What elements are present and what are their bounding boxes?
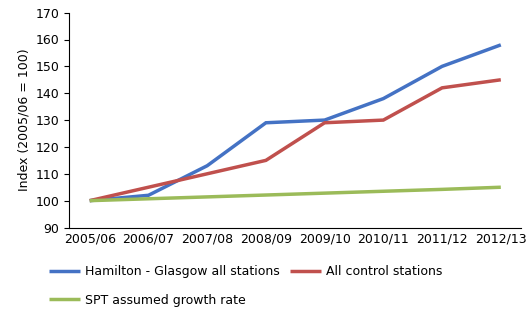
Hamilton - Glasgow all stations [439,64,445,68]
Hamilton - Glasgow all stations [204,164,210,168]
SPT assumed growth rate [321,191,328,195]
SPT assumed growth rate [439,187,445,191]
SPT assumed growth rate [87,199,93,203]
Line: All control stations: All control stations [90,80,501,201]
SPT assumed growth rate [145,197,152,201]
Hamilton - Glasgow all stations [87,199,93,203]
All control stations [321,121,328,125]
Line: SPT assumed growth rate: SPT assumed growth rate [90,187,501,201]
SPT assumed growth rate [497,185,504,189]
Y-axis label: Index (2005/06 = 100): Index (2005/06 = 100) [17,49,30,191]
Line: Hamilton - Glasgow all stations: Hamilton - Glasgow all stations [90,45,501,201]
Hamilton - Glasgow all stations [321,118,328,122]
Hamilton - Glasgow all stations [145,193,152,197]
All control stations [497,78,504,82]
Legend: SPT assumed growth rate: SPT assumed growth rate [49,294,246,307]
All control stations [380,118,387,122]
All control stations [145,185,152,189]
Hamilton - Glasgow all stations [263,121,269,125]
All control stations [204,172,210,176]
All control stations [439,86,445,90]
All control stations [263,159,269,162]
SPT assumed growth rate [263,193,269,197]
SPT assumed growth rate [204,195,210,199]
Legend: Hamilton - Glasgow all stations, All control stations: Hamilton - Glasgow all stations, All con… [49,265,443,278]
Hamilton - Glasgow all stations [497,43,504,47]
SPT assumed growth rate [380,189,387,193]
All control stations [87,199,93,203]
Hamilton - Glasgow all stations [380,97,387,100]
